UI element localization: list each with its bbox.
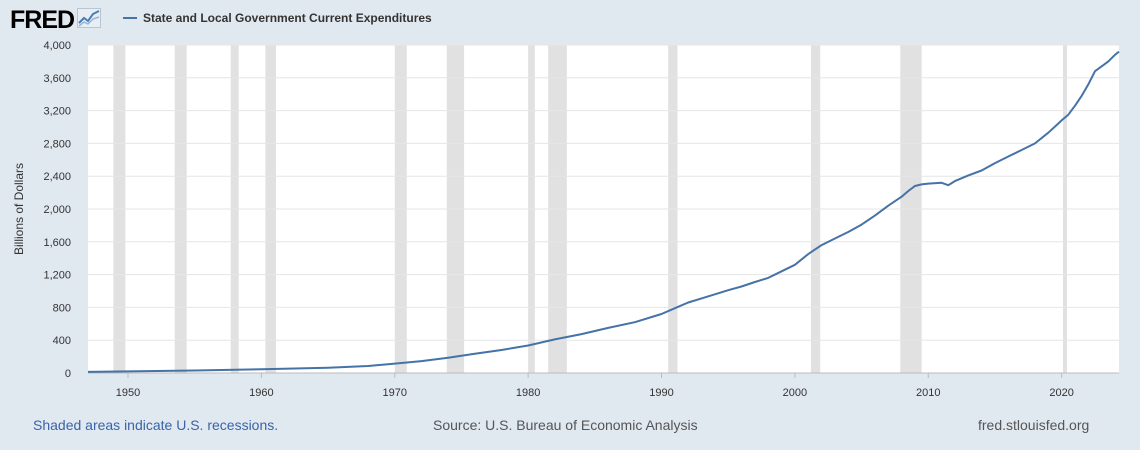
y-tick-label: 2,800 — [43, 138, 71, 150]
x-tick-label: 1980 — [516, 387, 540, 399]
y-tick-label: 800 — [53, 302, 71, 314]
x-tick-label: 1960 — [249, 387, 273, 399]
fred-logo-text: FRED — [10, 6, 75, 34]
series-line — [87, 50, 1120, 373]
x-tick-label: 2010 — [916, 387, 940, 399]
y-tick-label: 4,000 — [43, 40, 71, 52]
legend-line-swatch — [123, 17, 137, 19]
source-note: Source: U.S. Bureau of Economic Analysis — [433, 417, 698, 433]
y-tick-label: 2,000 — [43, 204, 71, 216]
site-link[interactable]: fred.stlouisfed.org — [978, 417, 1090, 433]
x-tick-label: 1990 — [649, 387, 673, 399]
y-tick-label: 400 — [53, 335, 71, 347]
y-tick-label: 2,400 — [43, 171, 71, 183]
x-tick-label: 1950 — [116, 387, 140, 399]
fred-logo[interactable]: FRED — [10, 6, 102, 34]
y-tick-label: 1,600 — [43, 237, 71, 249]
y-tick-label: 0 — [65, 368, 71, 380]
x-tick-label: 1970 — [383, 387, 407, 399]
y-axis-label: Billions of Dollars — [12, 163, 26, 255]
chart-legend[interactable]: State and Local Government Current Expen… — [123, 11, 432, 25]
legend-series-label: State and Local Government Current Expen… — [143, 11, 432, 25]
recession-note[interactable]: Shaded areas indicate U.S. recessions. — [33, 417, 279, 433]
x-tick-label: 2020 — [1049, 387, 1073, 399]
y-tick-label: 3,200 — [43, 106, 71, 118]
y-tick-label: 3,600 — [43, 73, 71, 85]
x-tick-label: 2000 — [783, 387, 807, 399]
trend-graph-icon — [77, 7, 102, 33]
y-tick-label: 1,200 — [43, 270, 71, 282]
